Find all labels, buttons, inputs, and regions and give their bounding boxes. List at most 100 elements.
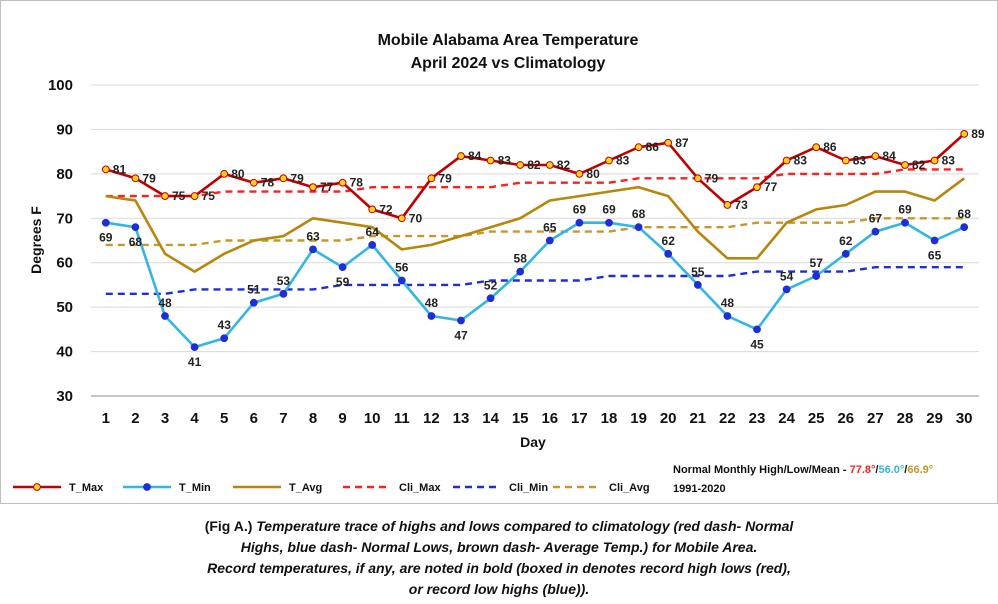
tmax-data-label: 83 xyxy=(616,154,630,168)
tmax-point xyxy=(545,161,554,169)
tmax-point xyxy=(486,156,495,165)
tmax-point xyxy=(457,152,465,160)
y-tick-label: 80 xyxy=(56,166,73,183)
x-tick-label: 24 xyxy=(778,410,795,427)
tmin-point xyxy=(753,325,761,334)
tmax-point xyxy=(279,174,288,183)
tmax-point xyxy=(753,183,761,192)
tmin-data-label: 68 xyxy=(129,235,143,249)
tmax-point xyxy=(131,174,140,183)
tmin-data-label: 52 xyxy=(484,278,498,292)
tmin-data-label: 69 xyxy=(602,203,616,217)
y-tick-label: 100 xyxy=(48,77,73,94)
tmin-point xyxy=(871,227,880,236)
tmin-data-label: 67 xyxy=(869,212,883,226)
x-tick-label: 22 xyxy=(719,410,736,427)
tmax-point xyxy=(249,178,258,187)
x-tick-label: 16 xyxy=(541,410,558,427)
tmin-data-label: 55 xyxy=(691,265,705,279)
x-tick-label: 5 xyxy=(220,410,228,427)
x-tick-label: 2 xyxy=(131,410,139,427)
x-tick-label: 13 xyxy=(453,410,470,427)
tmax-data-label: 78 xyxy=(350,176,364,190)
tmax-data-label: 72 xyxy=(379,202,393,216)
tmin-data-label: 69 xyxy=(573,203,587,217)
x-tick-label: 4 xyxy=(190,410,199,427)
tmin-data-label: 64 xyxy=(366,225,380,239)
tmax-point xyxy=(368,205,377,214)
tmax-data-label: 79 xyxy=(705,171,719,185)
tmin-data-label: 53 xyxy=(277,274,291,288)
tmax-data-label: 81 xyxy=(113,162,127,176)
tmax-point xyxy=(871,152,880,160)
legend: T_Max T_Min T_Avg Cli_Max Cli_Min Cli_Avg xyxy=(13,482,650,494)
caption-line-2: Highs, blue dash- Normal Lows, brown das… xyxy=(60,537,938,558)
tmax-data-label: 78 xyxy=(261,176,275,190)
normals-period: 1991-2020 xyxy=(673,483,726,495)
series-line-t-avg xyxy=(105,177,965,273)
legend-label-cli-avg: Cli_Avg xyxy=(609,482,650,494)
caption-line-3: Record temperatures, if any, are noted i… xyxy=(60,558,938,579)
tmin-data-label: 69 xyxy=(898,203,912,217)
x-tick-label: 1 xyxy=(102,410,110,427)
tmin-data-label: 69 xyxy=(99,231,113,245)
tmax-data-label: 84 xyxy=(468,149,482,163)
tmax-point xyxy=(930,156,939,165)
x-tick-label: 21 xyxy=(689,410,706,427)
normal-mean-value: 66.9° xyxy=(907,464,933,476)
tmax-point xyxy=(634,143,643,152)
normals-prefix: Normal Monthly High/Low/Mean - xyxy=(673,464,850,476)
tmax-data-label: 83 xyxy=(794,154,808,168)
tmin-point xyxy=(368,241,377,249)
legend-label-cli-max: Cli_Max xyxy=(399,482,441,494)
x-tick-label: 15 xyxy=(512,410,529,427)
tmin-data-label: 45 xyxy=(750,337,764,351)
tmax-point xyxy=(693,174,702,183)
tmin-point xyxy=(516,267,525,276)
x-axis-title: Day xyxy=(520,434,546,450)
tmax-point xyxy=(101,165,110,174)
tmin-point xyxy=(486,294,495,303)
tmin-point xyxy=(131,223,140,232)
tmax-data-label: 82 xyxy=(557,158,571,172)
legend-label-cli-min: Cli_Min xyxy=(509,482,548,494)
tmin-point xyxy=(249,298,258,307)
tmax-data-label: 83 xyxy=(942,154,956,168)
tmax-point xyxy=(161,192,169,200)
tmax-data-label: 75 xyxy=(172,189,186,203)
legend-label-t-avg: T_Avg xyxy=(289,482,322,494)
normals-sep-1: / xyxy=(875,464,878,476)
tmin-point xyxy=(575,218,584,227)
tmax-point xyxy=(723,201,732,209)
tmax-data-label: 80 xyxy=(586,167,600,181)
tmin-point xyxy=(634,223,643,232)
tmax-data-label: 87 xyxy=(675,136,689,150)
tmin-point xyxy=(397,276,406,285)
tmin-point xyxy=(782,285,791,294)
tmin-point xyxy=(545,236,554,245)
x-tick-label: 9 xyxy=(338,410,346,427)
tmin-data-label: 48 xyxy=(721,296,735,310)
tmin-data-label: 59 xyxy=(336,275,350,289)
legend-marker-t-min xyxy=(143,483,151,491)
legend-marker-t-max xyxy=(33,483,41,491)
tmax-point xyxy=(309,183,317,192)
tmax-data-label: 77 xyxy=(764,180,778,194)
tmin-data-label: 65 xyxy=(543,221,557,235)
tmax-data-label: 82 xyxy=(912,158,926,172)
tmax-point xyxy=(338,178,347,187)
x-tick-label: 28 xyxy=(897,410,914,427)
legend-label-t-min: T_Min xyxy=(179,482,211,494)
caption-fig-label: (Fig A.) xyxy=(204,518,257,534)
tmin-data-label: 62 xyxy=(662,234,676,248)
tmin-point xyxy=(101,218,110,227)
x-tick-label: 23 xyxy=(749,410,766,427)
tmax-data-label: 86 xyxy=(646,140,660,154)
y-tick-label: 40 xyxy=(56,344,73,361)
x-tick-label: 12 xyxy=(423,410,440,427)
tmax-data-label: 75 xyxy=(202,189,216,203)
tmax-point xyxy=(397,214,406,223)
x-tick-label: 29 xyxy=(926,410,943,427)
tmin-data-label: 43 xyxy=(218,318,232,332)
tmax-point xyxy=(427,174,436,183)
